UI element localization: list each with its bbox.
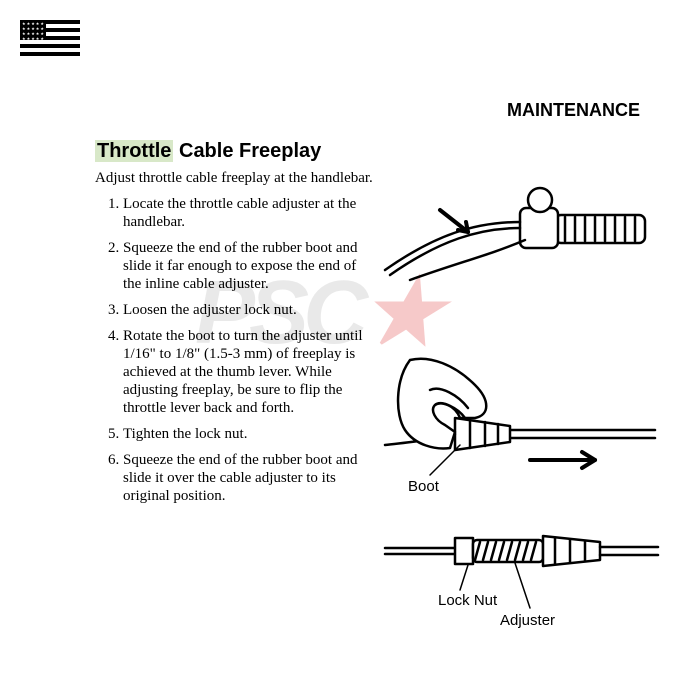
page-title: Throttle Cable Freeplay: [95, 140, 321, 163]
label-adjuster: Adjuster: [500, 612, 555, 629]
section-label: MAINTENANCE: [507, 100, 640, 121]
steps-list: Locate the throttle cable adjuster at th…: [95, 195, 365, 513]
diagram-boot: [380, 350, 660, 490]
flag-icon: ★★★★★ ★★★★★ ★★★★★ ★★★★★: [20, 20, 80, 56]
diagram-adjuster: [380, 510, 660, 610]
step-item: Rotate the boot to turn the adjuster unt…: [123, 327, 365, 417]
title-rest: Cable Freeplay: [173, 140, 321, 162]
step-item: Tighten the lock nut.: [123, 425, 365, 443]
step-item: Loosen the adjuster lock nut.: [123, 301, 365, 319]
step-item: Squeeze the end of the rubber boot and s…: [123, 451, 365, 505]
diagram-handlebar: [380, 180, 660, 310]
title-highlight: Throttle: [95, 140, 173, 162]
step-item: Locate the throttle cable adjuster at th…: [123, 195, 365, 231]
label-boot: Boot: [408, 478, 439, 495]
step-item: Squeeze the end of the rubber boot and s…: [123, 239, 365, 293]
label-locknut: Lock Nut: [438, 592, 497, 609]
